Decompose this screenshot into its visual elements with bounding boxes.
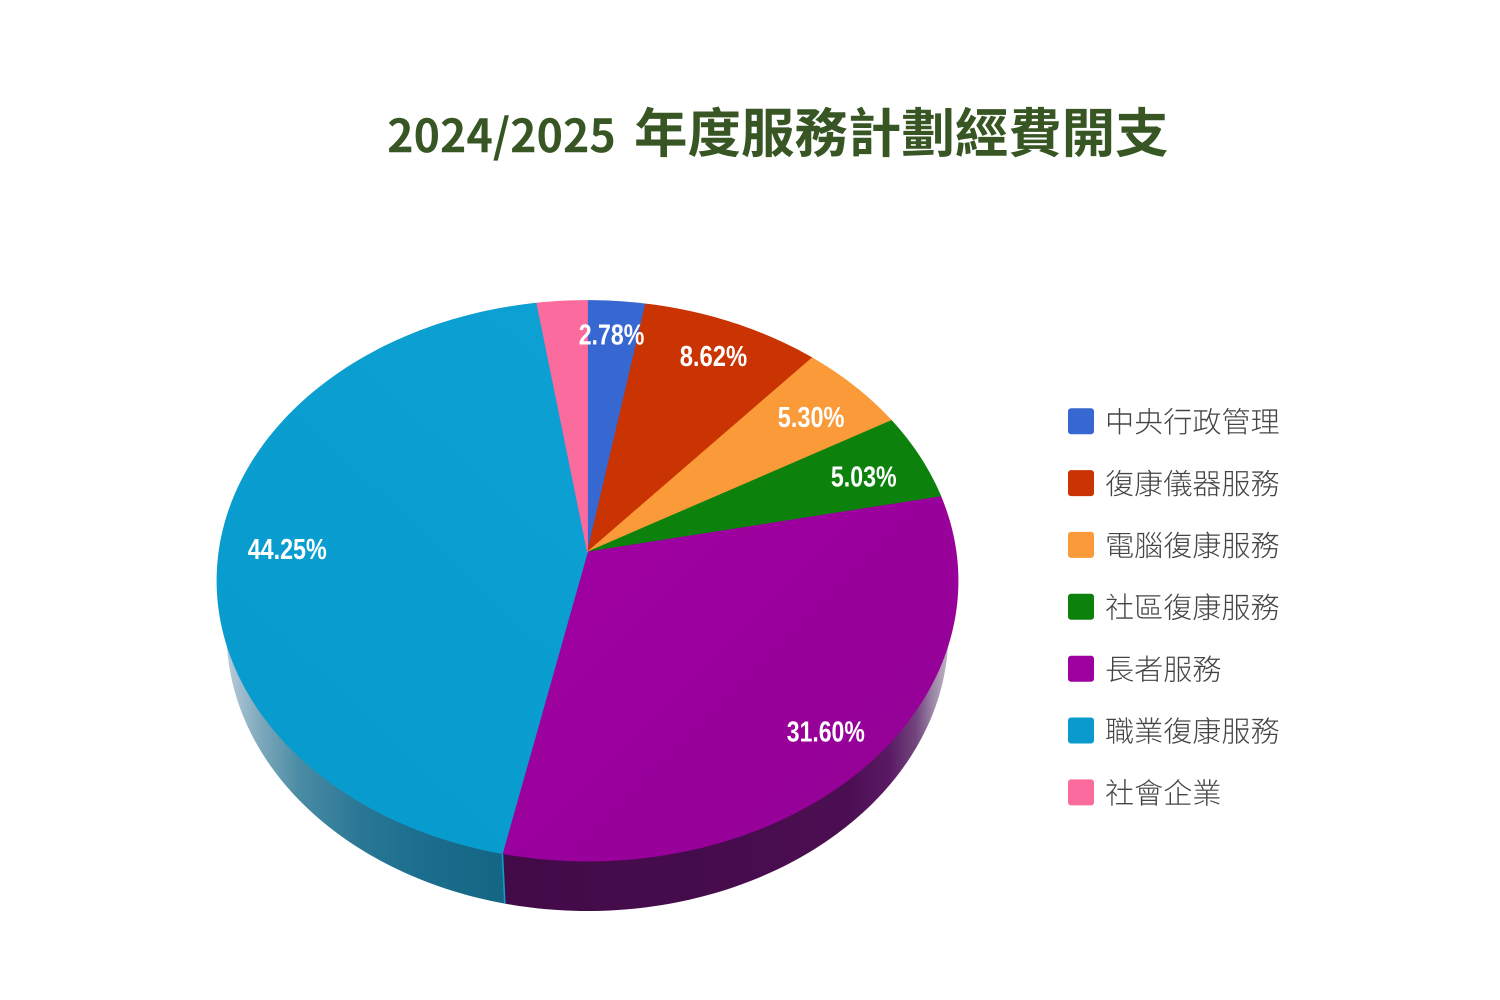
svg-text:5.30%: 5.30% [778,402,845,434]
svg-text:5.03%: 5.03% [831,462,897,494]
svg-text:8.62%: 8.62% [680,341,748,373]
svg-text:2.78%: 2.78% [579,319,645,351]
svg-text:31.60%: 31.60% [787,717,865,749]
svg-text:44.25%: 44.25% [248,534,327,566]
